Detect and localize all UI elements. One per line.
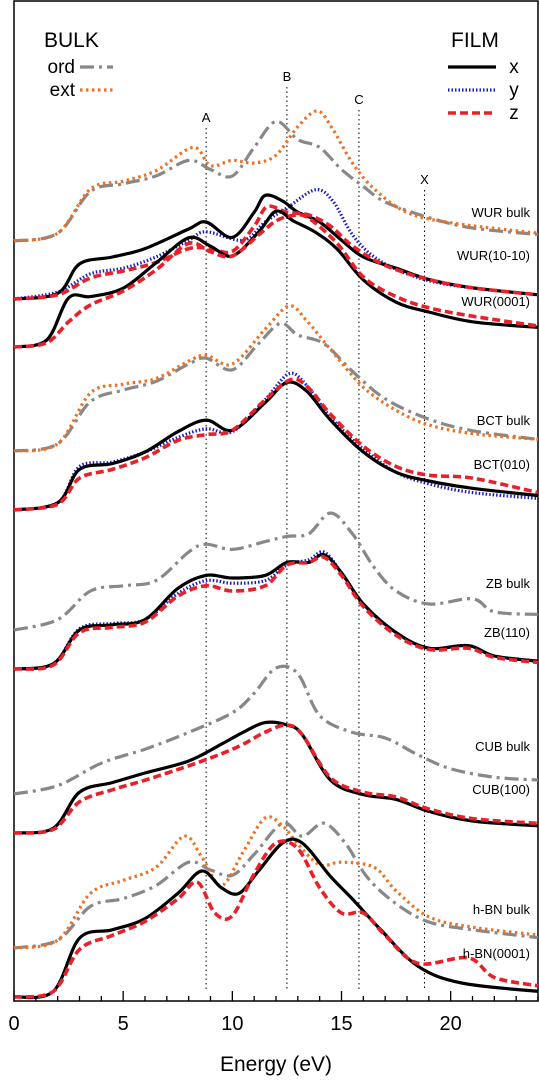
curve-label: WUR bulk — [471, 205, 530, 220]
series-x — [13, 720, 539, 835]
curve-group-8 — [13, 720, 539, 835]
marker-label-x: X — [420, 172, 429, 187]
curve-labels: WUR bulk WUR(10-10) WUR(0001) BCT bulk BCT(0… — [457, 205, 530, 961]
curve-label: BCT bulk — [477, 413, 531, 428]
legend-label-y: y — [509, 80, 519, 101]
curve-label: BCT(010) — [474, 457, 530, 472]
x-tick-label: 0 — [8, 1013, 19, 1035]
curve-label: ZB(110) — [484, 625, 530, 640]
marker-label-b: B — [283, 69, 292, 84]
marker-label-a: A — [202, 110, 211, 125]
x-tick-label: 10 — [221, 1013, 243, 1035]
legend-film-title: FILM — [451, 29, 499, 52]
series-ord — [13, 321, 539, 453]
series-ext — [13, 304, 539, 453]
x-axis-title: Energy (eV) — [220, 1053, 332, 1076]
marker-label-c: C — [354, 92, 363, 107]
curve-label: WUR(0001) — [461, 294, 530, 309]
series-x — [13, 209, 539, 349]
series-x — [13, 837, 539, 1000]
series-z — [13, 377, 539, 512]
x-tick-label: 15 — [330, 1013, 352, 1035]
curve-group-5 — [13, 511, 539, 632]
x-tick-label: 5 — [118, 1013, 129, 1035]
series-x — [13, 193, 539, 301]
series-x — [13, 380, 539, 512]
curve-label: WUR(10-10) — [457, 248, 530, 263]
legend-label-ord: ord — [48, 57, 75, 78]
series-ord — [13, 119, 539, 243]
curve-label: h-BN(0001) — [463, 946, 530, 961]
series-ext — [13, 109, 539, 243]
series-ord — [13, 511, 539, 632]
curve-group-2 — [13, 209, 539, 349]
curve-group-1 — [13, 188, 539, 301]
series-z — [13, 213, 539, 349]
x-axis: 0 5 10 15 20 — [8, 991, 539, 1035]
series-z — [13, 839, 539, 999]
legend-film-entries: xyz — [448, 57, 519, 124]
curve-group-10 — [13, 837, 539, 1000]
curve-group-0 — [13, 109, 539, 243]
curve-group-9 — [13, 815, 539, 950]
series-z — [13, 204, 539, 301]
legend-label-z: z — [509, 103, 519, 124]
curve-label: CUB bulk — [475, 739, 530, 754]
series-y — [13, 371, 539, 512]
legend-label-x: x — [509, 57, 519, 78]
x-tick-label: 20 — [440, 1013, 462, 1035]
legend-bulk-title: BULK — [44, 29, 99, 52]
curves — [13, 109, 539, 1000]
curve-group-3 — [13, 304, 539, 453]
curve-group-6 — [13, 550, 539, 671]
curve-label: h-BN bulk — [473, 902, 531, 917]
series-ext — [13, 815, 539, 950]
legend-label-ext: ext — [50, 80, 76, 101]
curve-label: CUB(100) — [472, 782, 530, 797]
series-z — [13, 554, 539, 671]
curve-group-7 — [13, 664, 539, 796]
curve-label: ZB bulk — [486, 576, 531, 591]
curve-group-4 — [13, 371, 539, 512]
series-ord — [13, 664, 539, 796]
series-ord — [13, 821, 539, 950]
series-z — [13, 723, 539, 835]
